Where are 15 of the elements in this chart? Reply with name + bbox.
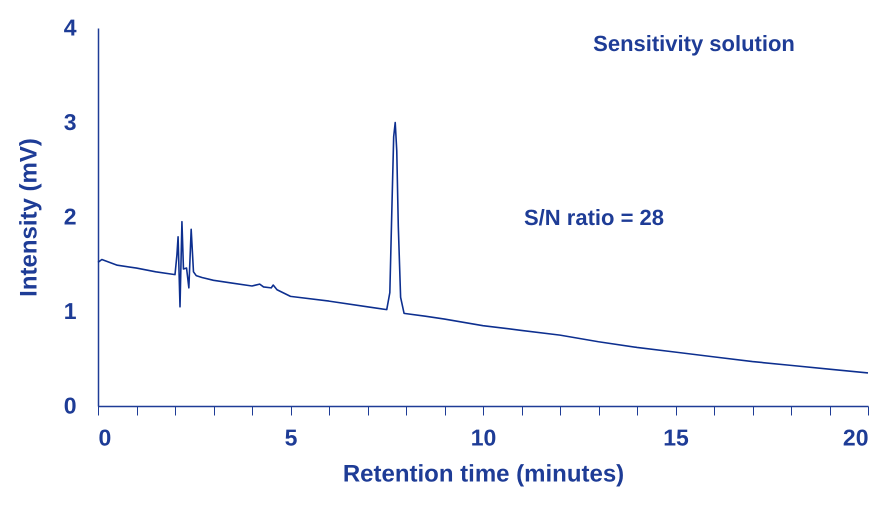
x-axis-title: Retention time (minutes) [342,460,624,488]
y-axis-title: Intensity (mV) [16,138,43,297]
y-tick-label: 2 [64,204,76,230]
x-tick-label: 5 [284,424,298,450]
x-tick-label: 10 [470,424,496,450]
annotation: S/N ratio = 28 [524,205,664,230]
annotation: Sensitivity solution [593,31,795,56]
y-tick-label: 1 [64,298,77,324]
x-tick-label: 20 [842,424,868,450]
y-tick-label: 3 [64,109,76,135]
x-tick-label: 0 [98,424,112,450]
y-tick-label: 0 [64,392,76,418]
y-tick-label: 4 [64,14,77,40]
x-tick-label: 15 [663,424,689,450]
line-series [97,122,869,374]
